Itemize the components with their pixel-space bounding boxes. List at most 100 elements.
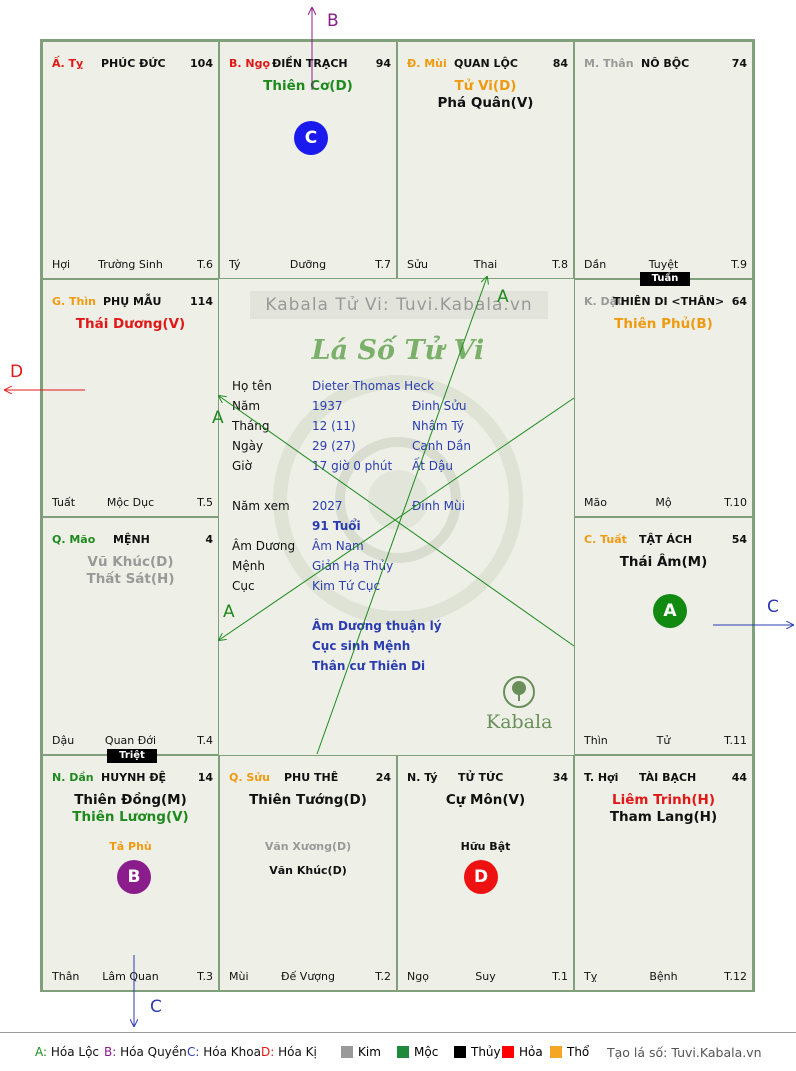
element-swatch <box>502 1046 514 1058</box>
info-label: Họ tên <box>232 379 272 393</box>
transform-marker-B: B <box>117 860 151 894</box>
element-label: Hỏa <box>519 1045 543 1059</box>
palace-score: 114 <box>190 295 213 308</box>
palace-name: HUYNH ĐỆ <box>101 771 167 784</box>
info-value: Giản Hạ Thủy <box>312 559 394 573</box>
palace-score: 54 <box>731 533 747 546</box>
kabala-tree-icon <box>503 676 535 708</box>
palace-range: T.12 <box>724 970 747 983</box>
palace-can: Đ. Mùi <box>407 57 447 70</box>
arrow-label-c-bottom: C <box>150 997 162 1017</box>
main-star: Phá Quân(V) <box>437 95 534 111</box>
palace-stage: Bệnh <box>649 970 678 983</box>
main-star: Thiên Phủ(B) <box>614 316 713 332</box>
main-stars: Thái Dương(V) <box>43 316 218 333</box>
info-value: Dieter Thomas Heck <box>312 379 435 393</box>
palace-can: Ấ. Tỵ <box>52 57 84 70</box>
palace-branch: Tỵ <box>584 970 598 983</box>
element-label: Thủy <box>471 1045 501 1059</box>
palace-name: PHU THÊ <box>284 771 339 784</box>
palace-thin[interactable]: G. Thìn PHỤ MẪU 114 Thái Dương(V) Tuất Mộc Dụ… <box>42 279 219 517</box>
note: Cục sinh Mệnh <box>312 639 411 653</box>
palace-range: T.11 <box>724 734 747 747</box>
palace-dan[interactable]: N. Dần HUYNH ĐỆ 14 Thiên Đồng(M) Thiên Lương… <box>42 755 219 991</box>
legend-item: D: Hóa Kị <box>261 1045 317 1059</box>
info-can-chi: Canh Dần <box>412 439 471 453</box>
palace-suu[interactable]: Q. Sửu PHU THÊ 24 Thiên Tướng(D) Văn Xương(D… <box>219 755 397 991</box>
info-label: Cục <box>232 579 255 593</box>
main-star: Liêm Trinh(H) <box>611 792 716 808</box>
info-value: 17 giờ 0 phút <box>312 459 393 473</box>
main-star: Thất Sát(H) <box>86 571 175 587</box>
palace-name: NÔ BỘC <box>641 57 690 70</box>
palace-can: T. Hợi <box>584 771 619 784</box>
palace-stage: Tuyệt <box>648 258 679 271</box>
legend-key: C: <box>187 1045 200 1059</box>
main-stars: Vũ Khúc(D) Thất Sát(H) <box>43 554 218 588</box>
palace-can: Q. Sửu <box>229 771 270 784</box>
info-label: Âm Dương <box>232 539 296 553</box>
palace-branch: Hợi <box>52 258 71 271</box>
palace-tuat[interactable]: C. Tuất TẬT ÁCH 54 Thái Âm(M) Thìn Tử T.11 A <box>574 517 753 755</box>
info-can-chi: Ất Dậu <box>412 459 453 473</box>
tuan-tag: Tuần <box>640 272 690 286</box>
palace-mui[interactable]: Đ. Mùi QUAN LỘC 84 Tử Vi(D) Phá Quân(V) Sửu Th… <box>397 41 574 279</box>
palace-score: 4 <box>205 533 213 546</box>
info-label: Mệnh <box>232 559 265 573</box>
palace-can: B. Ngọ <box>229 57 271 70</box>
main-star: Tử Vi(D) <box>454 78 517 94</box>
main-stars: Thái Âm(M) <box>575 554 752 571</box>
palace-branch: Sửu <box>407 258 428 271</box>
chart-title: Lá Số Tử Vi <box>311 335 485 366</box>
site-credit[interactable]: Tạo lá số: Tuvi.Kabala.vn <box>607 1045 762 1060</box>
main-stars: Thiên Đồng(M) Thiên Lương(V) <box>43 792 218 826</box>
palace-ty[interactable]: Ấ. Tỵ PHÚC ĐỨC 104 Hợi Trường Sinh T.6 <box>42 41 219 279</box>
palace-mao[interactable]: Q. Mão MỆNH 4 Vũ Khúc(D) Thất Sát(H) Dậu Quan … <box>42 517 219 755</box>
palace-stage: Tử <box>656 734 671 747</box>
palace-score: 94 <box>375 57 391 70</box>
minor-star: Hữu Bật <box>460 840 511 853</box>
palace-score: 14 <box>197 771 213 784</box>
palace-range: T.1 <box>552 970 568 983</box>
palace-range: T.6 <box>197 258 213 271</box>
arrow-label-a-3: A <box>223 602 235 622</box>
palace-can: N. Dần <box>52 771 94 784</box>
palace-ty2[interactable]: N. Tý TỬ TỨC 34 Cự Môn(V) Hữu Bật Ngọ Suy T.1 D <box>397 755 574 991</box>
palace-range: T.2 <box>375 970 391 983</box>
info-can-chi: Nhâm Tý <box>412 419 465 433</box>
palace-stage: Mộ <box>655 496 672 509</box>
palace-than[interactable]: M. Thân NÔ BỘC 74 Dần Tuyệt T.9 <box>574 41 753 279</box>
info-value: 1937 <box>312 399 343 413</box>
palace-ngo[interactable]: B. Ngọ ĐIỀN TRẠCH 94 Thiên Cơ(D) Tý Dưỡng T.7 C <box>219 41 397 279</box>
palace-name: TÀI BẠCH <box>639 771 697 784</box>
palace-can: C. Tuất <box>584 533 627 546</box>
palace-dau[interactable]: K. Dậu THIÊN DI <THÂN> 64 Thiên Phủ(B) Mão Mộ… <box>574 279 753 517</box>
info-label: Năm <box>232 399 261 413</box>
main-stars: Tử Vi(D) Phá Quân(V) <box>398 78 573 112</box>
palace-can: N. Tý <box>407 771 438 784</box>
legend-item: A: Hóa Lộc <box>35 1045 100 1059</box>
palace-hoi[interactable]: T. Hợi TÀI BẠCH 44 Liêm Trinh(H) Tham Lang(H… <box>574 755 753 991</box>
nam-xem-label: Năm xem <box>232 499 290 513</box>
palace-name: PHỤ MẪU <box>103 295 162 308</box>
info-label: Ngày <box>232 439 264 453</box>
main-stars: Thiên Cơ(D) <box>220 78 396 95</box>
palace-name: QUAN LỘC <box>454 57 518 70</box>
palace-branch: Dậu <box>52 734 75 747</box>
transform-marker-D: D <box>464 860 498 894</box>
palace-range: T.3 <box>197 970 213 983</box>
info-value: Âm Nam <box>312 539 364 553</box>
palace-score: 64 <box>731 295 747 308</box>
arrow-label-d: D <box>10 362 24 382</box>
triet-tag: Triệt <box>107 749 157 763</box>
palace-score: 34 <box>552 771 568 784</box>
palace-branch: Mão <box>584 496 607 509</box>
info-value: 29 (27) <box>312 439 356 453</box>
main-star: Thiên Tướng(D) <box>249 792 367 808</box>
transform-marker-C: C <box>294 121 328 155</box>
palace-range: T.4 <box>197 734 213 747</box>
palace-name: PHÚC ĐỨC <box>101 57 166 70</box>
palace-can: M. Thân <box>584 57 634 70</box>
info-can-chi: Đinh Sửu <box>412 399 467 413</box>
palace-stage: Đế Vượng <box>281 970 335 983</box>
